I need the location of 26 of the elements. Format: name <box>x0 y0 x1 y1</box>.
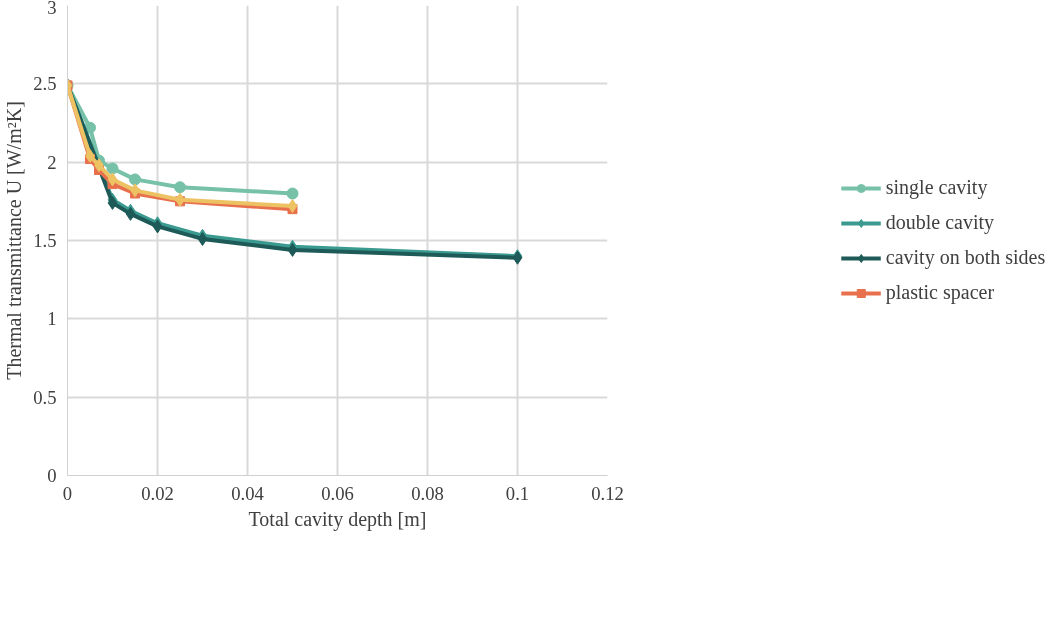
x-tick-label: 0.12 <box>591 482 624 504</box>
x-tick-label: 0.04 <box>231 482 265 504</box>
y-tick-label: 1 <box>47 308 57 330</box>
y-tick-label: 2 <box>47 151 57 173</box>
y-tick-label: 2.5 <box>33 73 57 95</box>
y-axis-title: Thermal transmittance U [W/m²K] <box>3 101 26 380</box>
x-tick-label: 0.1 <box>505 482 530 504</box>
y-tick-label: 0.5 <box>33 386 57 408</box>
legend-label: plastic spacer <box>885 281 995 304</box>
x-tick-label: 0.06 <box>321 482 354 504</box>
x-axis-title: Total cavity depth [m] <box>248 507 427 531</box>
point <box>129 173 141 186</box>
legend-label: single cavity <box>885 176 988 199</box>
y-tick-label: 1.5 <box>33 230 57 251</box>
legend-label: cavity on both sides <box>885 246 1046 269</box>
point <box>106 162 119 175</box>
legend-label: double cavity <box>885 211 995 234</box>
y-tick-label: 0 <box>47 465 57 486</box>
x-tick-label: 0.08 <box>411 482 444 504</box>
point <box>107 172 118 187</box>
x-tick-label: 0.02 <box>141 482 174 504</box>
point <box>174 181 186 194</box>
point <box>287 199 298 214</box>
x-tick-label: 0 <box>62 482 73 504</box>
point <box>286 187 299 200</box>
y-tick-label: 3 <box>47 0 57 18</box>
